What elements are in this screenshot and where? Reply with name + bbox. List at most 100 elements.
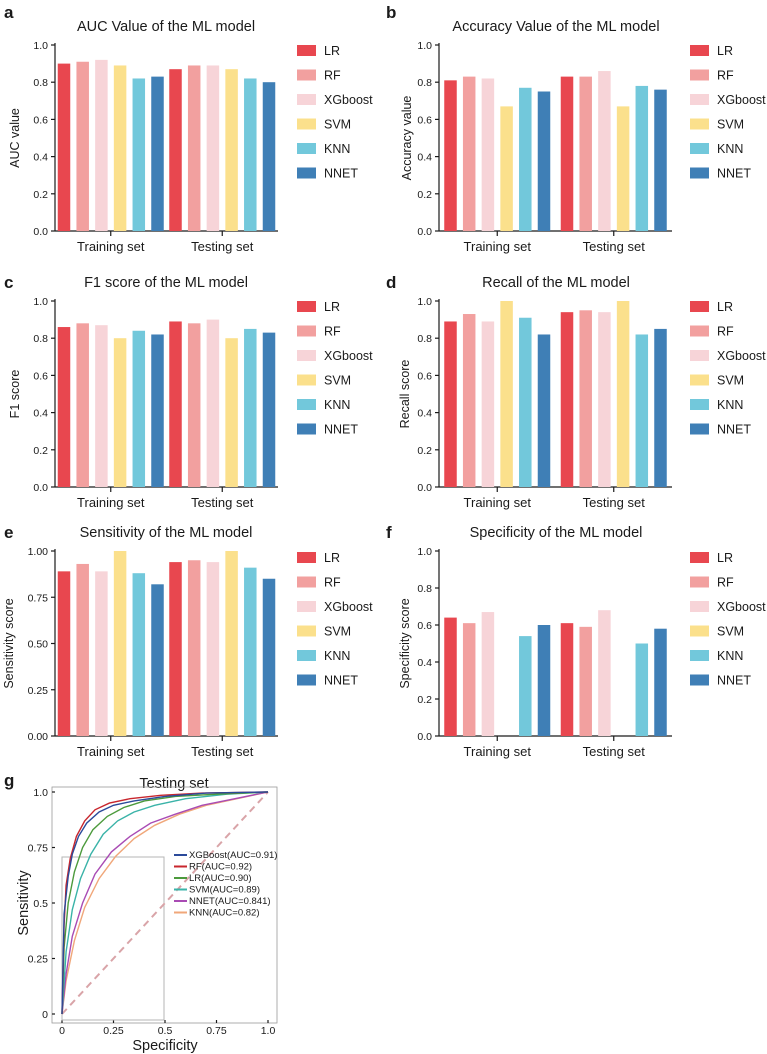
x-category-label: Testing set	[191, 239, 254, 254]
y-tick-label: 0.25	[28, 685, 49, 697]
legend-item-knn: KNN	[297, 398, 350, 412]
legend-label: RF	[717, 576, 734, 590]
y-tick-label: 0.8	[417, 333, 432, 345]
y-tick-label: 0.8	[417, 77, 432, 89]
legend-swatch	[690, 301, 709, 312]
y-axis-label: Sensitivity	[16, 870, 32, 936]
legend-item-svm: SVM	[690, 625, 744, 639]
chart-title: Recall of the ML model	[482, 275, 630, 291]
legend-label: RF	[324, 576, 341, 590]
legend-label: NNET	[717, 674, 751, 688]
y-tick-label: 0.50	[28, 639, 49, 651]
legend-item-knn: KNN	[297, 649, 350, 663]
legend-label: RF(AUC=0.92)	[189, 862, 252, 873]
y-tick-label: 0.75	[28, 592, 49, 604]
legend-swatch	[690, 576, 709, 588]
bar-knn-0	[519, 317, 532, 487]
legend-swatch	[690, 118, 709, 130]
bar-rf-1	[187, 323, 201, 487]
legend-swatch	[297, 301, 316, 312]
bar-knn-0	[132, 78, 146, 231]
panel-c: c F1 score of the ML model F1 score 0.0 0.2 0…	[4, 273, 373, 510]
legend-item-rf: RF	[690, 69, 734, 83]
bar-xgboost-0	[481, 321, 495, 487]
bar-xgboost-0	[95, 571, 108, 736]
legend-swatch	[297, 94, 316, 105]
legend-label: XGboost	[717, 93, 766, 107]
legend-label: SVM(AUC=0.89)	[189, 885, 260, 896]
y-tick-label: 0.2	[417, 445, 432, 457]
legend-item-svm: SVM	[297, 625, 351, 639]
bar-svm-1	[616, 301, 630, 487]
legend-label: SVM	[324, 118, 351, 132]
y-tick-label: 0.4	[417, 408, 432, 420]
legend-item-xgboost: XGboost	[297, 600, 373, 614]
bar-xgboost-0	[481, 78, 495, 231]
legend-swatch	[297, 650, 316, 661]
bar-rf-1	[579, 626, 592, 736]
legend-swatch	[690, 625, 709, 637]
legend-item-svm: SVM(AUC=0.89)	[174, 885, 260, 896]
bar-nnet-1	[262, 578, 276, 736]
legend-label: KNN	[324, 398, 350, 412]
y-tick-label: 0.4	[33, 152, 48, 164]
bar-lr-0	[57, 327, 71, 487]
legend-item-knn: KNN	[690, 649, 743, 663]
legend-label: KNN	[717, 649, 743, 663]
x-category-label: Training set	[77, 495, 145, 510]
legend-item-svm: SVM	[297, 374, 351, 388]
chart-title: Specificity of the ML model	[470, 525, 643, 541]
legend-item-rf: RF(AUC=0.92)	[174, 862, 252, 873]
y-tick-label: 0.6	[33, 370, 48, 382]
legend-swatch	[297, 552, 316, 563]
legend-label: RF	[717, 325, 734, 339]
x-tick-label: 1.0	[261, 1025, 276, 1037]
legend-swatch	[297, 167, 316, 179]
legend-label: LR	[324, 551, 340, 565]
legend-item-lr: LR	[690, 551, 733, 565]
legend-swatch	[690, 552, 709, 563]
legend-label: SVM	[324, 374, 351, 388]
legend-item-nnet: NNET	[690, 674, 751, 688]
x-axis-label: Specificity	[132, 1038, 198, 1054]
legend-label: XGboost	[324, 349, 373, 363]
legend-item-rf: RF	[297, 325, 341, 339]
y-tick-label: 1.0	[417, 546, 432, 558]
y-tick-label: 1.0	[417, 296, 432, 308]
legend-label: XGboost	[717, 349, 766, 363]
legend-label: RF	[324, 69, 341, 83]
roc-curve-knn	[61, 791, 269, 1015]
bar-xgboost-0	[481, 612, 495, 736]
legend-swatch	[297, 69, 316, 81]
legend-swatch	[297, 399, 316, 410]
y-axis-label: Recall score	[398, 360, 412, 429]
y-tick-label: 0.5	[33, 898, 48, 910]
legend-item-knn: KNN	[297, 142, 350, 156]
legend-item-nnet: NNET(AUC=0.841)	[174, 896, 271, 907]
bar-knn-1	[244, 78, 257, 231]
bar-nnet-0	[537, 334, 551, 487]
bar-xgboost-0	[95, 59, 108, 231]
legend-item-lr: LR	[297, 300, 340, 314]
legend-label: KNN	[717, 398, 743, 412]
legend-item-xgboost: XGboost	[297, 349, 373, 363]
legend-label: KNN	[717, 142, 743, 156]
legend-swatch	[297, 601, 316, 612]
legend-item-rf: RF	[297, 576, 341, 590]
bar-lr-0	[57, 63, 71, 231]
y-tick-label: 0.0	[33, 226, 48, 238]
legend-label: NNET	[717, 423, 751, 437]
bar-nnet-0	[537, 91, 551, 231]
bar-nnet-1	[262, 82, 276, 231]
legend-item-knn: KNN(AUC=0.82)	[174, 908, 259, 919]
panel-a: a AUC Value of the ML model AUC value 0.0 0.…	[4, 3, 373, 254]
legend-item-nnet: NNET	[297, 674, 358, 688]
legend-swatch	[690, 94, 709, 105]
bar-svm-0	[113, 65, 127, 232]
legend-swatch	[690, 69, 709, 81]
bar-rf-1	[579, 310, 592, 487]
panel-label: g	[4, 771, 14, 790]
bar-knn-1	[244, 567, 257, 736]
bar-rf-1	[579, 76, 592, 232]
legend-swatch	[690, 45, 709, 56]
